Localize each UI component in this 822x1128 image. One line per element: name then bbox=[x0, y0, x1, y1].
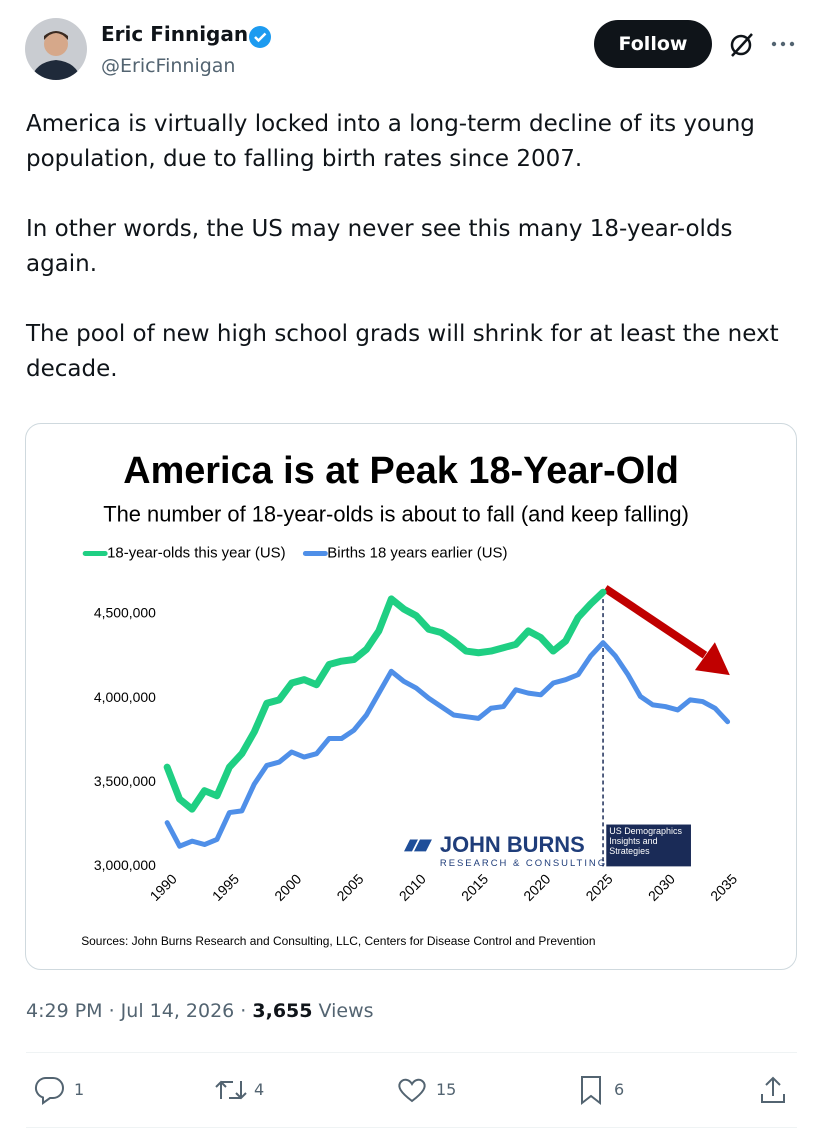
paragraph: In other words, the US may never see thi… bbox=[26, 216, 733, 277]
x-tick-label: 2000 bbox=[271, 871, 304, 904]
x-tick-label: 2025 bbox=[582, 871, 615, 904]
logo-subtext: RESEARCH & CONSULTING bbox=[440, 858, 607, 869]
follow-button[interactable]: Follow bbox=[594, 20, 712, 68]
x-tick-label: 1995 bbox=[209, 871, 242, 904]
chart-title: America is at Peak 18-Year-Old bbox=[123, 450, 679, 492]
badge-text: Strategies bbox=[609, 846, 650, 856]
x-tick-label: 2030 bbox=[645, 871, 678, 904]
repost-count: 4 bbox=[254, 1080, 265, 1099]
bookmark-icon[interactable] bbox=[578, 1074, 606, 1106]
y-tick-label: 3,000,000 bbox=[94, 857, 156, 873]
x-tick-label: 2010 bbox=[396, 871, 429, 904]
legend-label: 18-year-olds this year (US) bbox=[107, 544, 286, 561]
user-handle[interactable]: @EricFinnigan bbox=[101, 55, 236, 77]
y-tick-label: 4,500,000 bbox=[94, 605, 156, 621]
timestamp[interactable]: 4:29 PM · Jul 14, 2026 bbox=[26, 1000, 235, 1022]
logo-icon bbox=[404, 839, 432, 852]
bookmark-count: 6 bbox=[614, 1080, 625, 1099]
paragraph: The pool of new high school grads will s… bbox=[26, 321, 779, 382]
grok-icon[interactable] bbox=[727, 30, 757, 60]
repost-icon[interactable] bbox=[214, 1075, 248, 1105]
x-tick-label: 2005 bbox=[333, 871, 366, 904]
legend-label: Births 18 years earlier (US) bbox=[327, 544, 507, 561]
reply-icon[interactable] bbox=[34, 1075, 66, 1105]
divider bbox=[26, 1052, 797, 1053]
badge-box bbox=[606, 824, 691, 867]
verified-badge bbox=[249, 26, 271, 48]
x-tick-label: 2015 bbox=[458, 871, 491, 904]
view-count: 3,655 bbox=[252, 1000, 313, 1022]
more-icon[interactable] bbox=[770, 36, 796, 52]
post-text: America is virtually locked into a long-… bbox=[26, 107, 806, 422]
badge-text: Insights and bbox=[609, 836, 657, 846]
chart-source: Sources: John Burns Research and Consult… bbox=[81, 934, 595, 948]
data-line bbox=[163, 588, 607, 813]
share-icon[interactable] bbox=[758, 1074, 788, 1106]
paragraph: America is virtually locked into a long-… bbox=[26, 111, 755, 172]
like-count: 15 bbox=[436, 1080, 457, 1099]
x-tick-label: 1990 bbox=[147, 871, 180, 904]
x-tick-label: 2035 bbox=[707, 871, 740, 904]
user-name[interactable]: Eric Finnigan bbox=[101, 22, 249, 46]
avatar[interactable] bbox=[25, 18, 87, 80]
views-label: Views bbox=[318, 1000, 374, 1022]
arrow-head bbox=[694, 642, 730, 676]
data-line bbox=[164, 640, 731, 849]
trend-arrow bbox=[603, 585, 708, 659]
reply-count: 1 bbox=[74, 1080, 85, 1099]
logo-text: JOHN BURNS bbox=[440, 832, 585, 857]
like-icon[interactable] bbox=[396, 1075, 428, 1105]
y-tick-label: 3,500,000 bbox=[94, 773, 156, 789]
chart-card[interactable]: America is at Peak 18-Year-Old The numbe… bbox=[25, 423, 797, 970]
badge-text: US Demographics bbox=[609, 826, 682, 836]
post-meta: 4:29 PM · Jul 14, 2026 · 3,655 Views bbox=[26, 1000, 374, 1022]
y-tick-label: 4,000,000 bbox=[94, 689, 156, 705]
chart-subtitle: The number of 18-year-olds is about to f… bbox=[103, 501, 689, 526]
x-tick-label: 2020 bbox=[520, 871, 553, 904]
separator: · bbox=[240, 1000, 247, 1022]
